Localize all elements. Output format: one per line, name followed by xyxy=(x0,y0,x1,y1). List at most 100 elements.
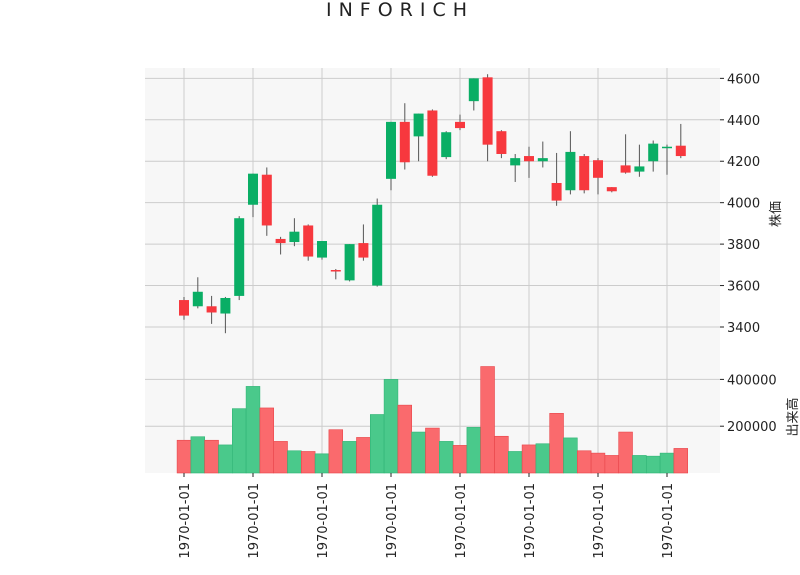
candle xyxy=(524,146,534,178)
x-tick-label: 1970-01-01 xyxy=(316,483,331,559)
candle xyxy=(606,187,617,193)
candle xyxy=(399,103,410,170)
volume-bar xyxy=(673,448,689,474)
volume-bar xyxy=(328,429,343,474)
candle-body xyxy=(413,113,424,137)
candle-body xyxy=(289,231,300,243)
candle xyxy=(261,167,272,236)
candle xyxy=(662,144,672,175)
price-tick-label: 4600 xyxy=(727,72,760,87)
volume-bar xyxy=(314,453,330,474)
candle-body xyxy=(344,244,355,281)
volume-bar xyxy=(535,443,551,474)
volume-bar xyxy=(287,450,302,474)
candle xyxy=(675,123,686,159)
candle xyxy=(248,173,258,218)
candle-body xyxy=(606,187,617,192)
candle-body xyxy=(206,306,217,313)
volume-bar xyxy=(232,408,247,474)
volume-bar xyxy=(438,441,454,474)
candle xyxy=(441,131,452,160)
volume-bar xyxy=(397,404,412,474)
x-tick-label: 1970-01-01 xyxy=(661,483,676,559)
volume-bar xyxy=(245,386,261,474)
x-tick-labels: 1970-01-01 1970-01-01 1970-01-01 1970-01-01… xyxy=(178,473,676,559)
chart-title: INFORICH xyxy=(325,0,475,21)
candle-body xyxy=(482,77,493,145)
x-tick-label: 1970-01-01 xyxy=(385,483,400,559)
price-tick-label: 3400 xyxy=(727,321,760,336)
volume-bar xyxy=(383,379,399,474)
candle-body xyxy=(330,270,341,272)
candle xyxy=(289,218,300,247)
candle-body xyxy=(620,165,631,173)
candle-body xyxy=(675,145,686,157)
x-tick-label: 1970-01-01 xyxy=(523,483,538,559)
candle-body xyxy=(220,297,231,314)
candle-body xyxy=(537,158,548,162)
candle-body xyxy=(579,156,590,191)
volume-bar xyxy=(190,436,205,474)
x-tick-label: 1970-01-01 xyxy=(454,483,469,559)
candle-body xyxy=(372,204,383,286)
candle xyxy=(565,131,576,195)
price-axis-label: 株価 xyxy=(769,201,784,227)
candle-body xyxy=(317,241,327,258)
candle xyxy=(551,152,562,206)
volume-bar xyxy=(576,450,592,474)
candle-body xyxy=(358,243,369,258)
candle xyxy=(192,277,203,309)
volume-bar xyxy=(300,451,316,474)
x-tick-label: 1970-01-01 xyxy=(247,483,262,559)
candle xyxy=(206,295,217,324)
volume-bar xyxy=(466,427,481,474)
candle xyxy=(372,198,383,287)
candle xyxy=(179,296,189,320)
candle xyxy=(634,144,645,177)
x-tick-label: 1970-01-01 xyxy=(592,483,607,559)
candle xyxy=(427,109,438,177)
candle xyxy=(317,241,327,260)
volume-bar xyxy=(549,413,564,474)
candle xyxy=(455,114,465,131)
candle xyxy=(537,141,548,168)
volume-bar xyxy=(618,431,633,474)
price-tick-label: 3600 xyxy=(727,280,760,295)
volume-bar xyxy=(494,435,509,474)
candle xyxy=(303,224,314,261)
candle-body xyxy=(496,131,507,154)
price-tick-label: 4000 xyxy=(727,197,760,212)
volume-tick-labels: 200000 400000 xyxy=(720,373,777,435)
volume-tick-label: 200000 xyxy=(727,420,777,435)
candle xyxy=(468,78,479,111)
candle-body xyxy=(565,151,576,191)
price-tick-label: 4200 xyxy=(727,155,760,170)
volume-axis-label: 出来高 xyxy=(785,397,800,436)
candle-body xyxy=(399,121,410,163)
candle xyxy=(234,216,245,301)
volume-bar xyxy=(645,455,661,474)
candle xyxy=(620,134,631,174)
volume-bar xyxy=(411,431,426,474)
volume-tick-label: 400000 xyxy=(727,373,777,388)
candle xyxy=(344,244,355,282)
candle-body xyxy=(441,132,452,158)
candle xyxy=(510,153,521,182)
volume-bar xyxy=(204,439,219,474)
volume-bar xyxy=(369,414,385,474)
volume-bars xyxy=(176,366,689,474)
candle xyxy=(330,268,341,280)
candles xyxy=(179,74,686,334)
volume-bar xyxy=(604,455,620,474)
candle-body xyxy=(234,218,245,296)
candle-body xyxy=(593,160,603,178)
candle-body xyxy=(455,121,465,129)
candle-body xyxy=(524,156,534,162)
candle-body xyxy=(648,143,659,162)
candle xyxy=(496,130,507,159)
volume-bar xyxy=(273,441,288,474)
volume-bar xyxy=(507,451,523,474)
price-tick-labels: 3400 3600 3800 4000 4200 4400 4600 xyxy=(720,72,760,336)
price-tick-label: 3800 xyxy=(727,238,760,253)
